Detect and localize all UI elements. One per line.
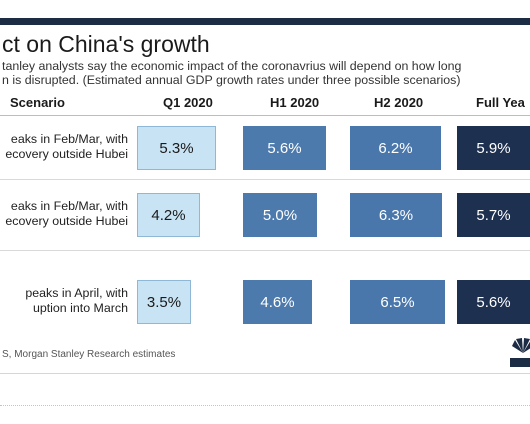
growth-bar-h1: 4.6% <box>243 280 312 324</box>
growth-value-label: 5.6% <box>476 293 511 311</box>
scenario-label: eaks in Feb/Mar, with ecovery outside Hub… <box>0 199 128 229</box>
subtitle-line: tanley analysts say the economic impact … <box>2 59 462 73</box>
growth-value-label: 6.2% <box>378 139 413 157</box>
growth-value-label: 5.0% <box>262 206 298 224</box>
growth-bar-q1: 3.5% <box>137 280 191 324</box>
scenario-label-line: eaks in Feb/Mar, with <box>10 199 128 213</box>
row-divider <box>0 250 530 251</box>
growth-value-label: 5.9% <box>476 139 511 157</box>
growth-value-label: 6.3% <box>378 206 414 224</box>
growth-bar-h1: 5.0% <box>243 193 317 237</box>
chart-subtitle: tanley analysts say the economic impact … <box>2 59 530 87</box>
scenario-label-line: ecovery outside Hubei <box>5 147 128 161</box>
growth-bar-h2: 6.2% <box>350 126 441 170</box>
growth-bar-h2: 6.5% <box>350 280 445 324</box>
top-accent-bar <box>0 18 530 25</box>
scenario-label: eaks in Feb/Mar, with ecovery outside Hub… <box>0 132 128 162</box>
cnbc-logo <box>508 338 530 368</box>
growth-bar-h1: 5.6% <box>243 126 326 170</box>
source-note: S, Morgan Stanley Research estimates <box>2 349 176 360</box>
scenario-label-line: peaks in April, with <box>25 286 128 300</box>
footer-divider <box>0 373 530 374</box>
growth-bar-q1: 4.2% <box>137 193 200 237</box>
subtitle-line: n is disrupted. (Estimated annual GDP gr… <box>2 73 461 87</box>
header-divider <box>0 115 530 116</box>
row-divider <box>0 179 530 180</box>
growth-value-label: 5.3% <box>159 139 194 157</box>
scenario-label: peaks in April, with uption into March <box>0 286 128 316</box>
column-header-scenario: Scenario <box>10 95 65 110</box>
growth-value-label: 4.6% <box>260 293 295 311</box>
growth-bar-full-year: 5.6% <box>457 280 530 324</box>
growth-bar-h2: 6.3% <box>350 193 442 237</box>
column-header-q1-2020: Q1 2020 <box>163 95 213 110</box>
scenario-label-line: eaks in Feb/Mar, with <box>10 132 128 146</box>
growth-value-label: 3.5% <box>146 293 182 311</box>
scenario-label-line: uption into March <box>32 301 128 315</box>
chart-title: ct on China's growth <box>2 31 210 57</box>
growth-value-label: 5.6% <box>267 139 302 157</box>
column-header-h2-2020: H2 2020 <box>374 95 424 110</box>
column-header-h1-2020: H1 2020 <box>270 95 320 110</box>
growth-bar-q1: 5.3% <box>137 126 216 170</box>
growth-bar-full-year: 5.9% <box>457 126 530 170</box>
growth-value-label: 6.5% <box>380 293 415 311</box>
growth-value-label: 5.7% <box>476 206 511 224</box>
growth-value-label: 4.2% <box>151 206 186 224</box>
column-header-row: Scenario Q1 2020 H1 2020 H2 2020 Full Ye… <box>0 92 530 116</box>
dotted-divider <box>0 405 530 406</box>
growth-bar-full-year: 5.7% <box>457 193 530 237</box>
column-header-full-year: Full Yea <box>476 95 525 110</box>
scenario-label-line: ecovery outside Hubei <box>5 214 128 228</box>
